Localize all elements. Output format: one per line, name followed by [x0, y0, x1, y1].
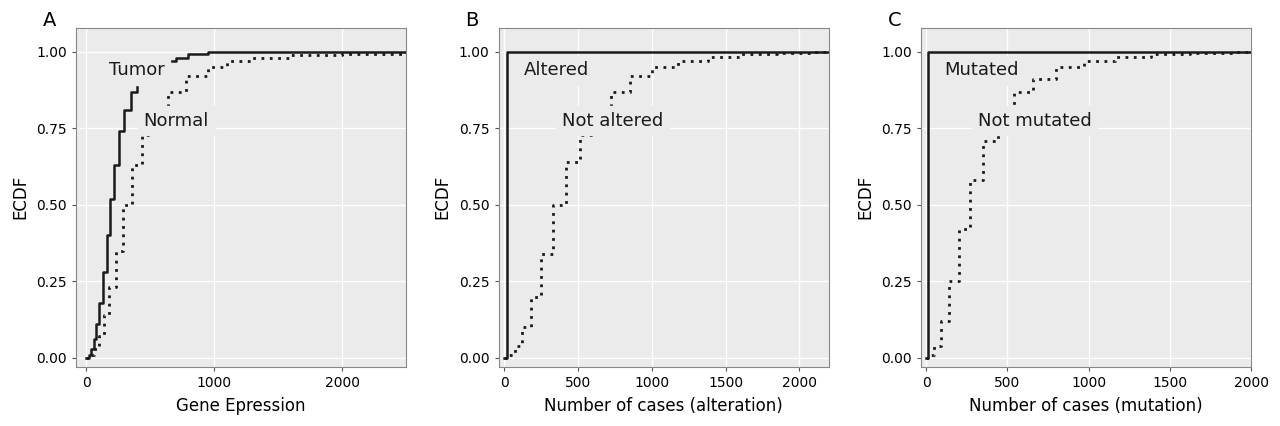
Y-axis label: ECDF: ECDF — [856, 175, 874, 219]
Text: B: B — [466, 11, 479, 29]
X-axis label: Number of cases (mutation): Number of cases (mutation) — [969, 397, 1203, 415]
Text: Not altered: Not altered — [562, 112, 663, 130]
Text: Altered: Altered — [524, 61, 589, 79]
Text: A: A — [42, 11, 56, 29]
Text: Mutated: Mutated — [943, 61, 1019, 79]
Text: C: C — [888, 11, 902, 29]
Text: Not mutated: Not mutated — [978, 112, 1092, 130]
Y-axis label: ECDF: ECDF — [12, 175, 29, 219]
Text: Tumor: Tumor — [109, 61, 165, 79]
X-axis label: Number of cases (alteration): Number of cases (alteration) — [544, 397, 783, 415]
Y-axis label: ECDF: ECDF — [434, 175, 452, 219]
Text: Normal: Normal — [143, 112, 209, 130]
X-axis label: Gene Epression: Gene Epression — [177, 397, 306, 415]
